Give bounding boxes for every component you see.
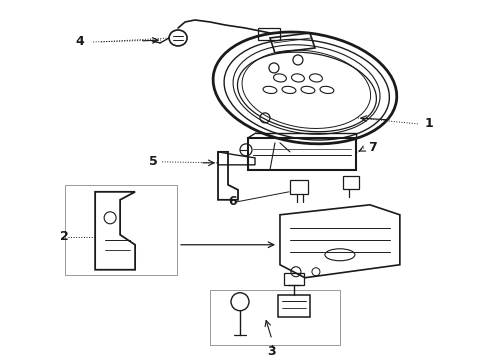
Bar bbox=[278, 295, 310, 317]
Bar bbox=[210, 290, 340, 345]
Text: 7: 7 bbox=[368, 141, 377, 154]
Text: 4: 4 bbox=[75, 36, 84, 49]
Text: 6: 6 bbox=[228, 195, 237, 208]
Bar bbox=[65, 185, 177, 275]
Text: 5: 5 bbox=[149, 156, 158, 168]
Text: 1: 1 bbox=[425, 117, 434, 130]
Bar bbox=[284, 273, 304, 285]
Bar bbox=[343, 176, 359, 189]
Text: 2: 2 bbox=[60, 230, 69, 243]
Bar bbox=[258, 28, 280, 40]
Bar bbox=[290, 180, 308, 194]
Text: 3: 3 bbox=[268, 345, 276, 358]
Bar bbox=[248, 138, 356, 170]
